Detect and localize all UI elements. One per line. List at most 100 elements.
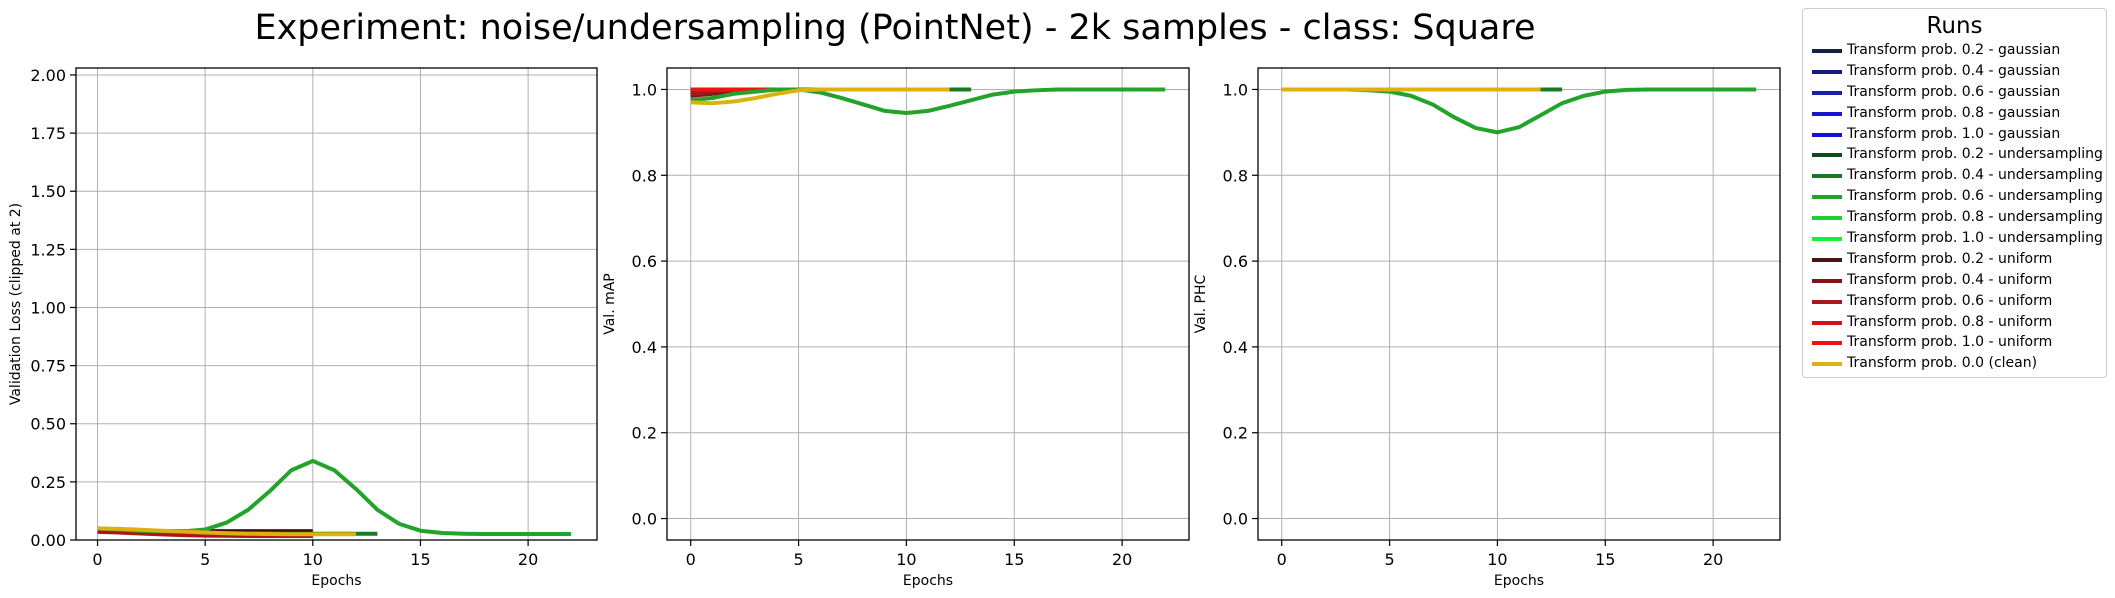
chart3-x-tick-label: 0 bbox=[1277, 550, 1287, 569]
chart2-x-tick-label: 0 bbox=[686, 550, 696, 569]
legend-label: Transform prob. 0.4 - uniform bbox=[1847, 271, 2053, 288]
chart2-series-group bbox=[690, 87, 1166, 116]
legend-swatch bbox=[1812, 216, 1842, 221]
chart1-y-tick-label: 1.75 bbox=[30, 124, 66, 143]
legend-item: Transform prob. 0.4 - undersampling bbox=[1803, 165, 2106, 186]
figure-title: Experiment: noise/undersampling (PointNe… bbox=[254, 8, 1536, 48]
chart1-y-tick-label: 0.25 bbox=[30, 473, 66, 492]
chart2-y-tick-label: 0.8 bbox=[632, 166, 657, 185]
chart1-y-tick-label: 1.00 bbox=[30, 298, 66, 317]
legend-swatch bbox=[1812, 195, 1842, 200]
chart1-x-tick-label: 10 bbox=[303, 550, 323, 569]
chart3-plot-frame bbox=[1257, 67, 1781, 541]
legend-item: Transform prob. 0.2 - uniform bbox=[1803, 249, 2106, 270]
legend-item: Transform prob. 0.2 - gaussian bbox=[1803, 40, 2106, 61]
chart1-x-tick-label: 15 bbox=[410, 550, 430, 569]
legend-item: Transform prob. 0.4 - gaussian bbox=[1803, 61, 2106, 82]
chart2-x-tick-label: 5 bbox=[793, 550, 803, 569]
legend-item: Transform prob. 1.0 - undersampling bbox=[1803, 228, 2106, 249]
legend-item: Transform prob. 0.8 - uniform bbox=[1803, 312, 2106, 333]
chart3-y-tick-label: 0.4 bbox=[1223, 338, 1248, 357]
chart3-x-tick-label: 10 bbox=[1487, 550, 1507, 569]
legend-swatch bbox=[1812, 111, 1842, 116]
legend-swatch bbox=[1812, 257, 1842, 262]
chart1-y-tick-label: 1.25 bbox=[30, 240, 66, 259]
chart3-y-tick-label: 0.8 bbox=[1223, 166, 1248, 185]
chart2-y-tick-label: 0.4 bbox=[632, 338, 657, 357]
legend: Runs Transform prob. 0.2 - gaussian Trans… bbox=[1802, 8, 2107, 378]
chart1-y-tick-label: 0.00 bbox=[30, 531, 66, 550]
legend-swatch bbox=[1812, 69, 1842, 74]
chart1-series-line bbox=[97, 458, 572, 536]
chart3-y-tick-label: 0.2 bbox=[1223, 424, 1248, 443]
chart2-x-tick-label: 10 bbox=[896, 550, 916, 569]
legend-label: Transform prob. 0.2 - uniform bbox=[1847, 250, 2053, 267]
legend-label: Transform prob. 1.0 - undersampling bbox=[1847, 230, 2103, 247]
legend-label: Transform prob. 0.8 - uniform bbox=[1847, 313, 2053, 330]
legend-label: Transform prob. 0.2 - gaussian bbox=[1847, 42, 2061, 58]
chart1-series-group bbox=[97, 458, 572, 539]
chart2-y-tick-label: 0.6 bbox=[632, 252, 657, 271]
chart3-y-tick-label: 0.6 bbox=[1223, 252, 1248, 271]
legend-label: Transform prob. 0.8 - undersampling bbox=[1847, 209, 2103, 226]
chart1-x-tick-label: 0 bbox=[92, 550, 102, 569]
chart3-x-tick-label: 15 bbox=[1595, 550, 1615, 569]
legend-item: Transform prob. 1.0 - uniform bbox=[1803, 332, 2106, 353]
chart1-plot-frame bbox=[75, 67, 598, 541]
chart1-y-tick-label: 0.50 bbox=[30, 415, 66, 434]
chart1-y-tick-label: 2.00 bbox=[30, 66, 66, 85]
chart1-x-axis-label: Epochs bbox=[311, 573, 361, 589]
legend-swatch bbox=[1812, 237, 1842, 242]
chart3-series-line bbox=[1281, 87, 1757, 135]
legend-swatch bbox=[1812, 174, 1842, 179]
chart2-y-axis-label: Val. mAP bbox=[602, 273, 618, 335]
chart2-series-line bbox=[690, 87, 950, 106]
legend-label: Transform prob. 0.8 - gaussian bbox=[1847, 104, 2061, 121]
figure-canvas: 0 5 10 15 200.000.250.500.751.001.251.501.75… bbox=[8, 66, 1781, 589]
chart1-y-tick-label: 0.75 bbox=[30, 357, 66, 376]
chart2-y-tick-label: 0.2 bbox=[632, 424, 657, 443]
legend-item: Transform prob. 0.8 - undersampling bbox=[1803, 207, 2106, 228]
legend-swatch bbox=[1812, 320, 1842, 325]
chart3-y-axis-label: Val. PHC bbox=[1193, 274, 1209, 333]
chart1-series-line bbox=[97, 526, 356, 537]
legend-label: Transform prob. 0.4 - undersampling bbox=[1847, 167, 2103, 184]
legend-items: Transform prob. 0.2 - gaussian Transform … bbox=[1803, 40, 2106, 374]
chart2-x-tick-label: 15 bbox=[1004, 550, 1024, 569]
legend-item: Transform prob. 0.6 - uniform bbox=[1803, 291, 2106, 312]
chart3-y-tick-label: 0.0 bbox=[1223, 510, 1248, 529]
legend-swatch bbox=[1812, 153, 1842, 158]
chart1-y-tick-label: 1.50 bbox=[30, 182, 66, 201]
legend-swatch bbox=[1812, 90, 1842, 95]
chart2-y-tick-label: 0.0 bbox=[632, 510, 657, 529]
legend-item: Transform prob. 0.4 - uniform bbox=[1803, 270, 2106, 291]
chart3-x-axis-label: Epochs bbox=[1494, 573, 1544, 589]
legend-label: Transform prob. 0.4 - gaussian bbox=[1847, 62, 2061, 79]
chart2-series-line bbox=[690, 87, 1166, 116]
chart2-plot-frame bbox=[666, 67, 1190, 541]
legend-swatch bbox=[1812, 49, 1842, 53]
chart1-x-tick-label: 5 bbox=[200, 550, 210, 569]
legend-item: Transform prob. 0.2 - undersampling bbox=[1803, 144, 2106, 165]
chart1-x-tick-label: 20 bbox=[518, 550, 538, 569]
legend-label: Transform prob. 0.0 (clean) bbox=[1847, 355, 2038, 372]
chart2-x-tick-label: 20 bbox=[1112, 550, 1132, 569]
legend-title: Runs bbox=[1926, 13, 1983, 39]
legend-item: Transform prob. 0.0 (clean) bbox=[1803, 353, 2106, 374]
legend-item: Transform prob. 0.6 - gaussian bbox=[1803, 82, 2106, 103]
legend-swatch bbox=[1812, 278, 1842, 283]
legend-swatch bbox=[1812, 362, 1842, 367]
chart2-x-axis-label: Epochs bbox=[903, 573, 953, 589]
legend-item: Transform prob. 0.8 - gaussian bbox=[1803, 103, 2106, 124]
legend-label: Transform prob. 0.6 - uniform bbox=[1847, 292, 2053, 309]
chart3-x-tick-label: 5 bbox=[1384, 550, 1394, 569]
chart1-series-line bbox=[97, 529, 313, 539]
chart3-series-group bbox=[1281, 87, 1757, 135]
chart3-y-tick-label: 1.0 bbox=[1223, 80, 1248, 99]
legend-swatch bbox=[1812, 132, 1842, 137]
chart3-x-tick-label: 20 bbox=[1703, 550, 1723, 569]
chart2-y-tick-label: 1.0 bbox=[632, 80, 657, 99]
legend-swatch bbox=[1812, 299, 1842, 304]
legend-label: Transform prob. 1.0 - uniform bbox=[1847, 334, 2053, 351]
legend-item: Transform prob. 1.0 - gaussian bbox=[1803, 124, 2106, 145]
